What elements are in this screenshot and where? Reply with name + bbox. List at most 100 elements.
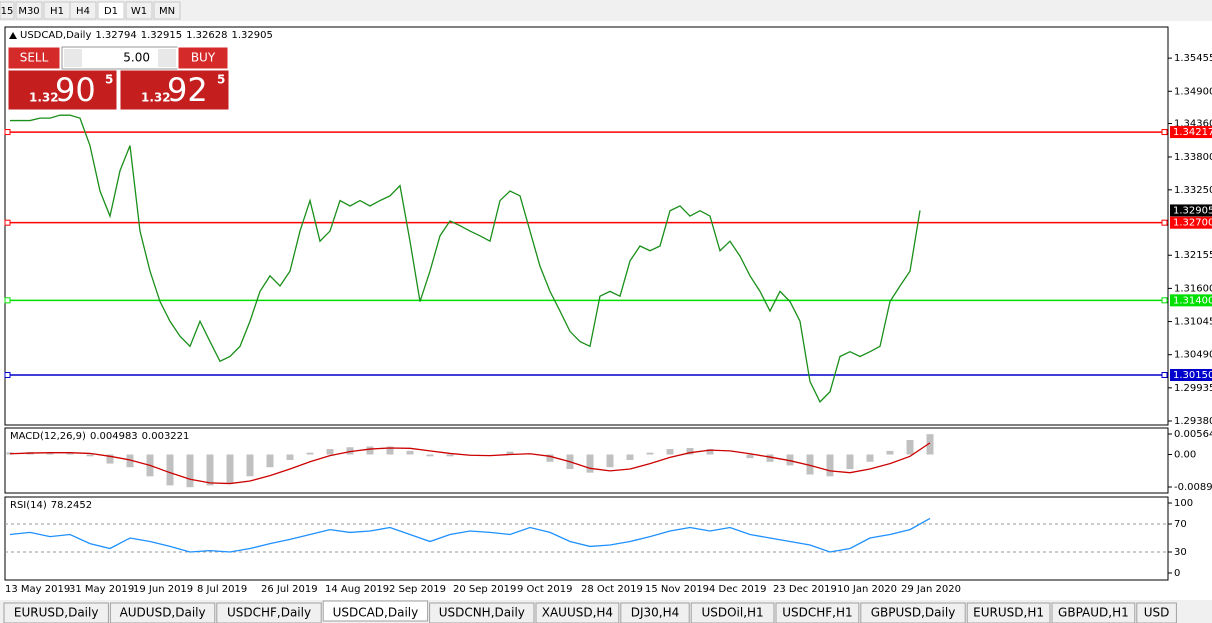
volume-down[interactable] (64, 49, 82, 67)
y-tick-label: 0.00 (1174, 450, 1196, 461)
tab[interactable] (3, 602, 109, 623)
level-tag (1170, 216, 1212, 229)
tab[interactable] (322, 600, 429, 622)
x-tick-label: 4 Dec 2019 (709, 584, 767, 595)
tab[interactable] (429, 602, 535, 623)
histogram-bar (906, 439, 914, 455)
tab-label: USDCAD,Daily (333, 606, 419, 620)
volume-up[interactable] (158, 49, 176, 67)
histogram-bar (666, 449, 674, 455)
y-tick-label: 1.29935 (1174, 383, 1212, 394)
histogram-bar (686, 447, 694, 455)
tab[interactable] (1136, 602, 1177, 623)
y-tick-label: 0 (1174, 568, 1180, 579)
level-handle (1161, 372, 1168, 379)
y-tick-label: 0.005646 (1174, 429, 1212, 440)
tab[interactable] (860, 602, 966, 623)
sell-button[interactable] (7, 46, 61, 70)
panel-readout: 1.32794 (95, 30, 136, 41)
histogram-bar (546, 454, 554, 462)
price-big: 1.32 (29, 91, 59, 105)
level-tag-label: 1.31400 (1173, 295, 1212, 306)
histogram-bar (806, 454, 814, 475)
last-price-tag (1170, 204, 1212, 217)
tab-label: USDCHF,H1 (782, 606, 852, 620)
histogram-bar (886, 450, 894, 455)
timeframe-button[interactable] (0, 1, 15, 20)
tab[interactable] (109, 602, 216, 623)
timeframe-button[interactable] (15, 1, 43, 20)
histogram-bar (86, 454, 94, 457)
y-tick-label: 70 (1174, 519, 1187, 530)
timeframe-label: M30 (18, 6, 39, 17)
histogram-bar (646, 452, 654, 455)
panel-title: USDCAD,Daily 1.32794 1.32915 1.32628 1.32905 (20, 30, 273, 41)
histogram-bar (446, 454, 454, 457)
timeframe-button[interactable] (97, 1, 125, 20)
timeframe-button[interactable] (69, 1, 97, 20)
timeframe-button[interactable] (125, 1, 153, 20)
x-tick-label: 31 May 2019 (69, 584, 134, 595)
price-point: 5 (217, 73, 225, 87)
tab[interactable] (775, 602, 860, 623)
timeframe-button[interactable] (153, 1, 181, 20)
tab[interactable] (620, 602, 690, 623)
level-handle (4, 297, 11, 304)
y-tick-label: 1.35455 (1174, 53, 1212, 64)
panel-title: RSI(14) 78.2452 (10, 500, 92, 511)
level-handle (1161, 219, 1168, 226)
tab[interactable] (216, 602, 322, 623)
histogram-bar (926, 434, 934, 455)
tab[interactable] (966, 602, 1051, 623)
sell-price-box[interactable] (7, 69, 118, 111)
histogram-bar (46, 452, 54, 455)
x-tick-label: 26 Jul 2019 (261, 584, 318, 595)
chart-icon (9, 32, 17, 39)
buy-label: BUY (191, 51, 216, 65)
tab-label: AUDUSD,Daily (120, 606, 206, 620)
histogram-bar (406, 450, 414, 455)
tab-label: GBPUSD,Daily (871, 606, 956, 620)
tab-scroll[interactable] (1180, 603, 1212, 623)
tab[interactable] (1051, 602, 1136, 623)
histogram-bar (246, 454, 254, 477)
x-tick-label: 23 Dec 2019 (773, 584, 837, 595)
series-line (9, 517, 931, 553)
histogram-bar (386, 446, 394, 455)
histogram-bar (66, 452, 74, 455)
y-tick-label: 100 (1174, 498, 1193, 509)
tab-label: USDOil,H1 (701, 606, 763, 620)
panel-readout: 1.32915 (141, 30, 182, 41)
tab-label: DJ30,H4 (631, 606, 680, 620)
toolbar (0, 0, 1212, 21)
tab[interactable] (535, 602, 620, 623)
x-tick-label: 20 Sep 2019 (453, 584, 516, 595)
y-tick-label: 1.29380 (1174, 416, 1212, 427)
tab[interactable] (690, 602, 775, 623)
tab-label: USD (1144, 606, 1170, 620)
level-handle (4, 372, 11, 379)
level-handle (1161, 129, 1168, 136)
buy-price-box[interactable] (119, 69, 230, 111)
histogram-bar (166, 454, 174, 486)
histogram-bar (106, 454, 114, 464)
histogram-bar (206, 454, 214, 486)
panel-readout: 78.2452 (51, 500, 92, 511)
histogram-bar (846, 454, 854, 470)
panel-title-text: RSI(14) (10, 500, 47, 511)
histogram-bar (366, 446, 374, 455)
timeframe-label: MN (159, 6, 175, 17)
y-tick-label: -0.008944 (1174, 482, 1212, 493)
tab-label: XAUUSD,H4 (542, 606, 613, 620)
level-handle (4, 129, 11, 136)
tab-label: USDCNH,Daily (439, 606, 525, 620)
histogram-bar (866, 454, 874, 462)
x-tick-label: 13 May 2019 (5, 584, 70, 595)
buy-button[interactable] (177, 46, 229, 70)
tab-label: GBPAUD,H1 (1058, 606, 1129, 620)
timeframe-label: H1 (50, 6, 64, 17)
x-tick-label: 8 Jul 2019 (197, 584, 247, 595)
y-tick-label: 1.33800 (1174, 152, 1212, 163)
